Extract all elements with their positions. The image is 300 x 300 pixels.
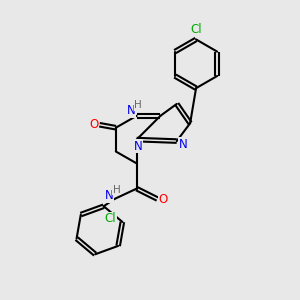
- Text: N: N: [179, 138, 188, 151]
- Text: H: H: [113, 184, 121, 194]
- Text: O: O: [89, 118, 98, 131]
- Text: Cl: Cl: [190, 22, 202, 35]
- Text: H: H: [134, 100, 142, 110]
- Text: N: N: [134, 140, 142, 153]
- Text: N: N: [105, 189, 113, 202]
- Text: Cl: Cl: [105, 212, 116, 225]
- Text: N: N: [127, 104, 136, 117]
- Text: O: O: [159, 193, 168, 206]
